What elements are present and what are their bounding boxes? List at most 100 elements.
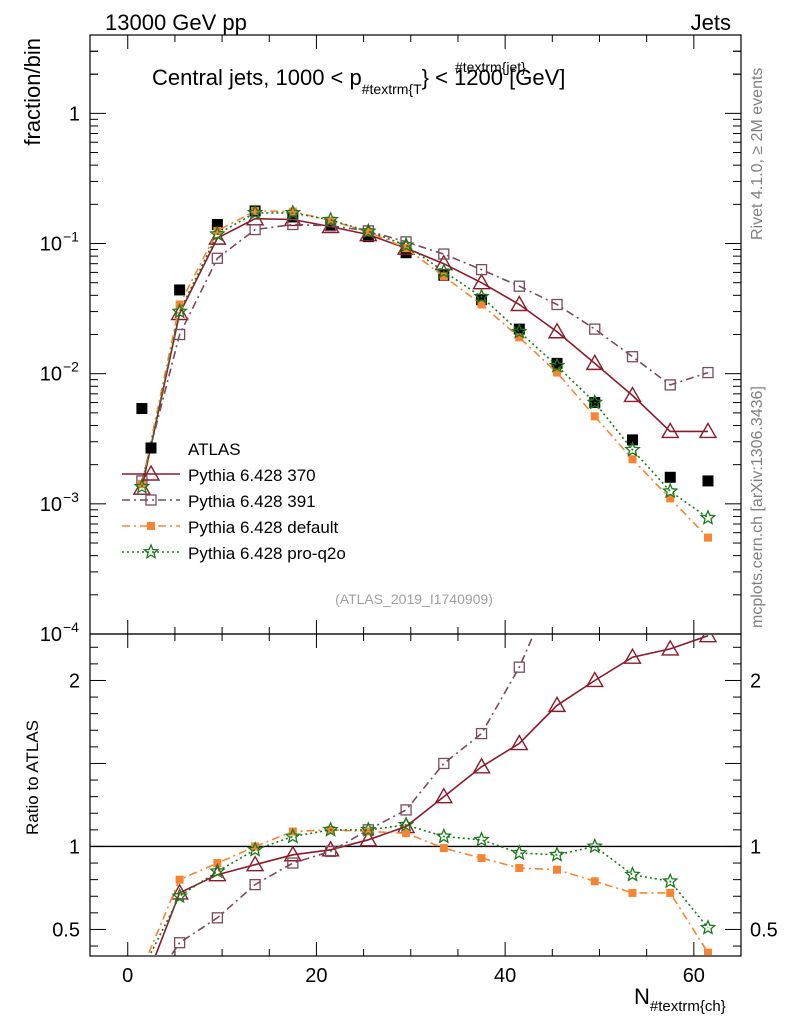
- ratio-point-pythia-6-428-370: [321, 840, 340, 857]
- plot-title-end: } < 1200 [GeV]: [422, 65, 566, 90]
- point-pythia-6-428-pro-q2o: [699, 509, 717, 525]
- ratio-point-pythia-6-428-391: [324, 845, 337, 858]
- plot-title-sub: #textrm{T: [362, 81, 422, 97]
- analysis-id: (ATLAS_2019_I1740909): [335, 591, 493, 607]
- point-pythia-6-428-391: [702, 366, 714, 379]
- mcplots-label: mcplots.cern.ch [arXiv:1306.3436]: [749, 386, 766, 628]
- ratio-point-pythia-6-428-370: [585, 671, 604, 688]
- y-tick-label-ratio: 1: [69, 836, 80, 858]
- point-atlas: [664, 471, 676, 483]
- ratio-line-pythia-6-428-default: [147, 829, 709, 955]
- point-pythia-6-428-default: [137, 480, 146, 489]
- point-pythia-6-428-391: [287, 218, 299, 231]
- plot-title-main: Central jets, 1000 < p: [152, 65, 362, 90]
- rivet-label: Rivet 4.1.0, ≥ 2M events: [749, 68, 766, 240]
- y-tick-label-main: 10: [40, 234, 62, 256]
- ratio-point-pythia-6-428-default: [251, 842, 260, 851]
- point-pythia-6-428-391: [438, 248, 450, 260]
- point-pythia-6-428-391: [211, 252, 224, 264]
- y-tick-label-main: 10: [40, 494, 62, 516]
- y-tick-label-ratio: 0.5: [52, 919, 80, 941]
- ratio-point-pythia-6-428-default: [439, 844, 448, 853]
- point-pythia-6-428-default: [666, 494, 675, 503]
- ratio-point-pythia-6-428-391: [590, 576, 600, 586]
- point-atlas: [362, 231, 374, 243]
- point-pythia-6-428-pro-q2o: [662, 482, 679, 499]
- ratio-point-pythia-6-428-391: [400, 804, 412, 816]
- point-pythia-6-428-391: [513, 280, 525, 292]
- y-tick-label-ratio-right: 1: [750, 836, 761, 858]
- point-pythia-6-428-default: [364, 227, 373, 236]
- point-pythia-6-428-default: [628, 455, 637, 464]
- ratio-point-pythia-6-428-pro-q2o: [624, 866, 641, 882]
- legend-label-atlas: ATLAS: [188, 440, 241, 459]
- point-pythia-6-428-370: [510, 295, 529, 312]
- ratio-point-pythia-6-428-391: [513, 661, 525, 673]
- point-pythia-6-428-pro-q2o: [322, 211, 339, 227]
- ratio-point-pythia-6-428-default: [666, 888, 675, 897]
- x-tick-label: 0: [122, 965, 133, 987]
- point-pythia-6-428-391: [249, 223, 261, 236]
- ratio-point-pythia-6-428-default: [628, 888, 637, 897]
- ratio-point-pythia-6-428-pro-q2o: [360, 821, 377, 837]
- ratio-point-pythia-6-428-370: [283, 845, 303, 862]
- main-ylabel: fraction/bin: [20, 38, 45, 146]
- y-tick-label-main: 1: [69, 103, 80, 125]
- ratio-point-pythia-6-428-pro-q2o: [548, 846, 566, 862]
- ratio-point-pythia-6-428-pro-q2o: [586, 837, 603, 854]
- ratio-point-pythia-6-428-pro-q2o: [284, 827, 302, 844]
- point-pythia-6-428-pro-q2o: [435, 262, 453, 279]
- point-atlas: [174, 284, 186, 296]
- legend-label-pythia-6-428-370: Pythia 6.428 370: [188, 466, 316, 485]
- x-tick-label: 40: [494, 965, 516, 987]
- point-pythia-6-428-default: [515, 333, 524, 342]
- xlabel: N#textrm{ch}: [634, 984, 726, 1015]
- y-tick-label-ratio-right: 2: [750, 670, 761, 692]
- ratio-point-pythia-6-428-391: [475, 727, 488, 740]
- ratio-point-pythia-6-428-391: [287, 857, 299, 869]
- point-atlas: [627, 434, 638, 446]
- point-pythia-6-428-pro-q2o: [133, 478, 151, 494]
- ratio-point-pythia-6-428-pro-q2o: [246, 841, 264, 857]
- ratio-point-pythia-6-428-370: [245, 855, 265, 872]
- ratio-point-pythia-6-428-391: [665, 576, 675, 586]
- ratio-point-pythia-6-428-default: [364, 827, 373, 836]
- point-pythia-6-428-pro-q2o: [360, 222, 377, 239]
- header-right-label: Jets: [691, 10, 731, 35]
- ratio-ylabel: Ratio to ATLAS: [23, 720, 42, 835]
- point-atlas: [287, 211, 299, 223]
- plot-title-sup: #textrm{jet}: [455, 59, 526, 75]
- y-tick-label-ratio-right: 0.5: [750, 919, 778, 941]
- point-pythia-6-428-default: [703, 533, 712, 542]
- point-pythia-6-428-pro-q2o: [510, 322, 528, 339]
- y-tick-label-exp: −1: [63, 229, 79, 245]
- point-pythia-6-428-pro-q2o: [284, 204, 302, 220]
- point-pythia-6-428-pro-q2o: [473, 287, 490, 304]
- legend-marker-pythia-6-428-default: [147, 522, 155, 530]
- point-pythia-6-428-370: [547, 322, 567, 339]
- y-tick-label-exp: −3: [63, 489, 79, 505]
- legend-label-pythia-6-428-391: Pythia 6.428 391: [188, 492, 316, 511]
- xlabel-sub: #textrm{ch}: [650, 998, 726, 1015]
- ratio-point-pythia-6-428-pro-q2o: [322, 821, 339, 837]
- legend-marker-pythia-6-428-391: [145, 494, 157, 506]
- point-pythia-6-428-391: [475, 263, 488, 276]
- x-tick-label: 60: [683, 965, 705, 987]
- point-atlas: [702, 475, 714, 487]
- ratio-line-pythia-6-428-391: [170, 635, 535, 955]
- point-pythia-6-428-pro-q2o: [397, 236, 415, 253]
- ratio-point-pythia-6-428-default: [515, 864, 524, 873]
- ratio-point-pythia-6-428-391: [628, 576, 638, 586]
- point-atlas: [325, 219, 337, 231]
- ratio-point-pythia-6-428-370: [359, 830, 378, 847]
- ratio-point-pythia-6-428-391: [438, 757, 450, 770]
- ratio-plot-frame: [89, 633, 742, 957]
- series-line-pythia-6-428-391: [141, 223, 709, 482]
- point-pythia-6-428-391: [626, 351, 639, 363]
- ratio-point-pythia-6-428-pro-q2o: [473, 831, 490, 847]
- point-pythia-6-428-370: [585, 353, 604, 371]
- legend-marker-pythia-6-428-pro-q2o: [142, 543, 160, 560]
- header-left-label: 13000 GeV pp: [105, 10, 247, 35]
- point-atlas: [211, 219, 223, 231]
